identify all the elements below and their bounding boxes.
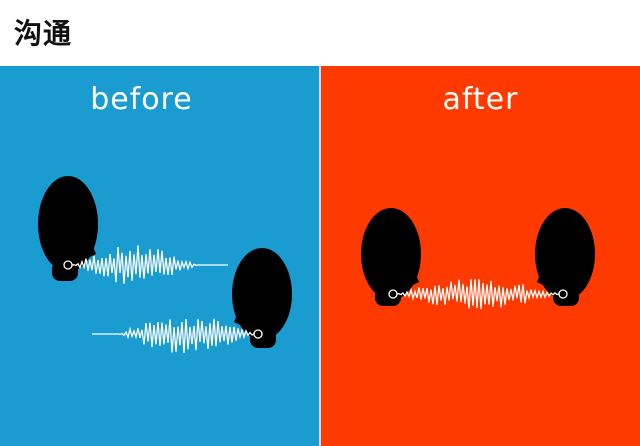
comparison-panels: before: [0, 66, 640, 446]
before-panel: before: [0, 66, 319, 446]
after-label: after: [442, 82, 519, 117]
sound-wave-before-2: [92, 318, 263, 353]
head-left-speaker: [38, 176, 98, 281]
sound-wave-before-1: [63, 245, 228, 284]
before-illustration: [38, 176, 292, 353]
panel-divider: [319, 66, 321, 446]
head-left-listener: [361, 208, 421, 306]
after-panel: after: [321, 66, 640, 446]
before-label: before: [90, 82, 193, 117]
sound-wave-after: [388, 279, 568, 310]
page-title: 沟通: [14, 17, 73, 50]
after-illustration: [361, 208, 595, 310]
head-right-speaker: [232, 248, 292, 348]
